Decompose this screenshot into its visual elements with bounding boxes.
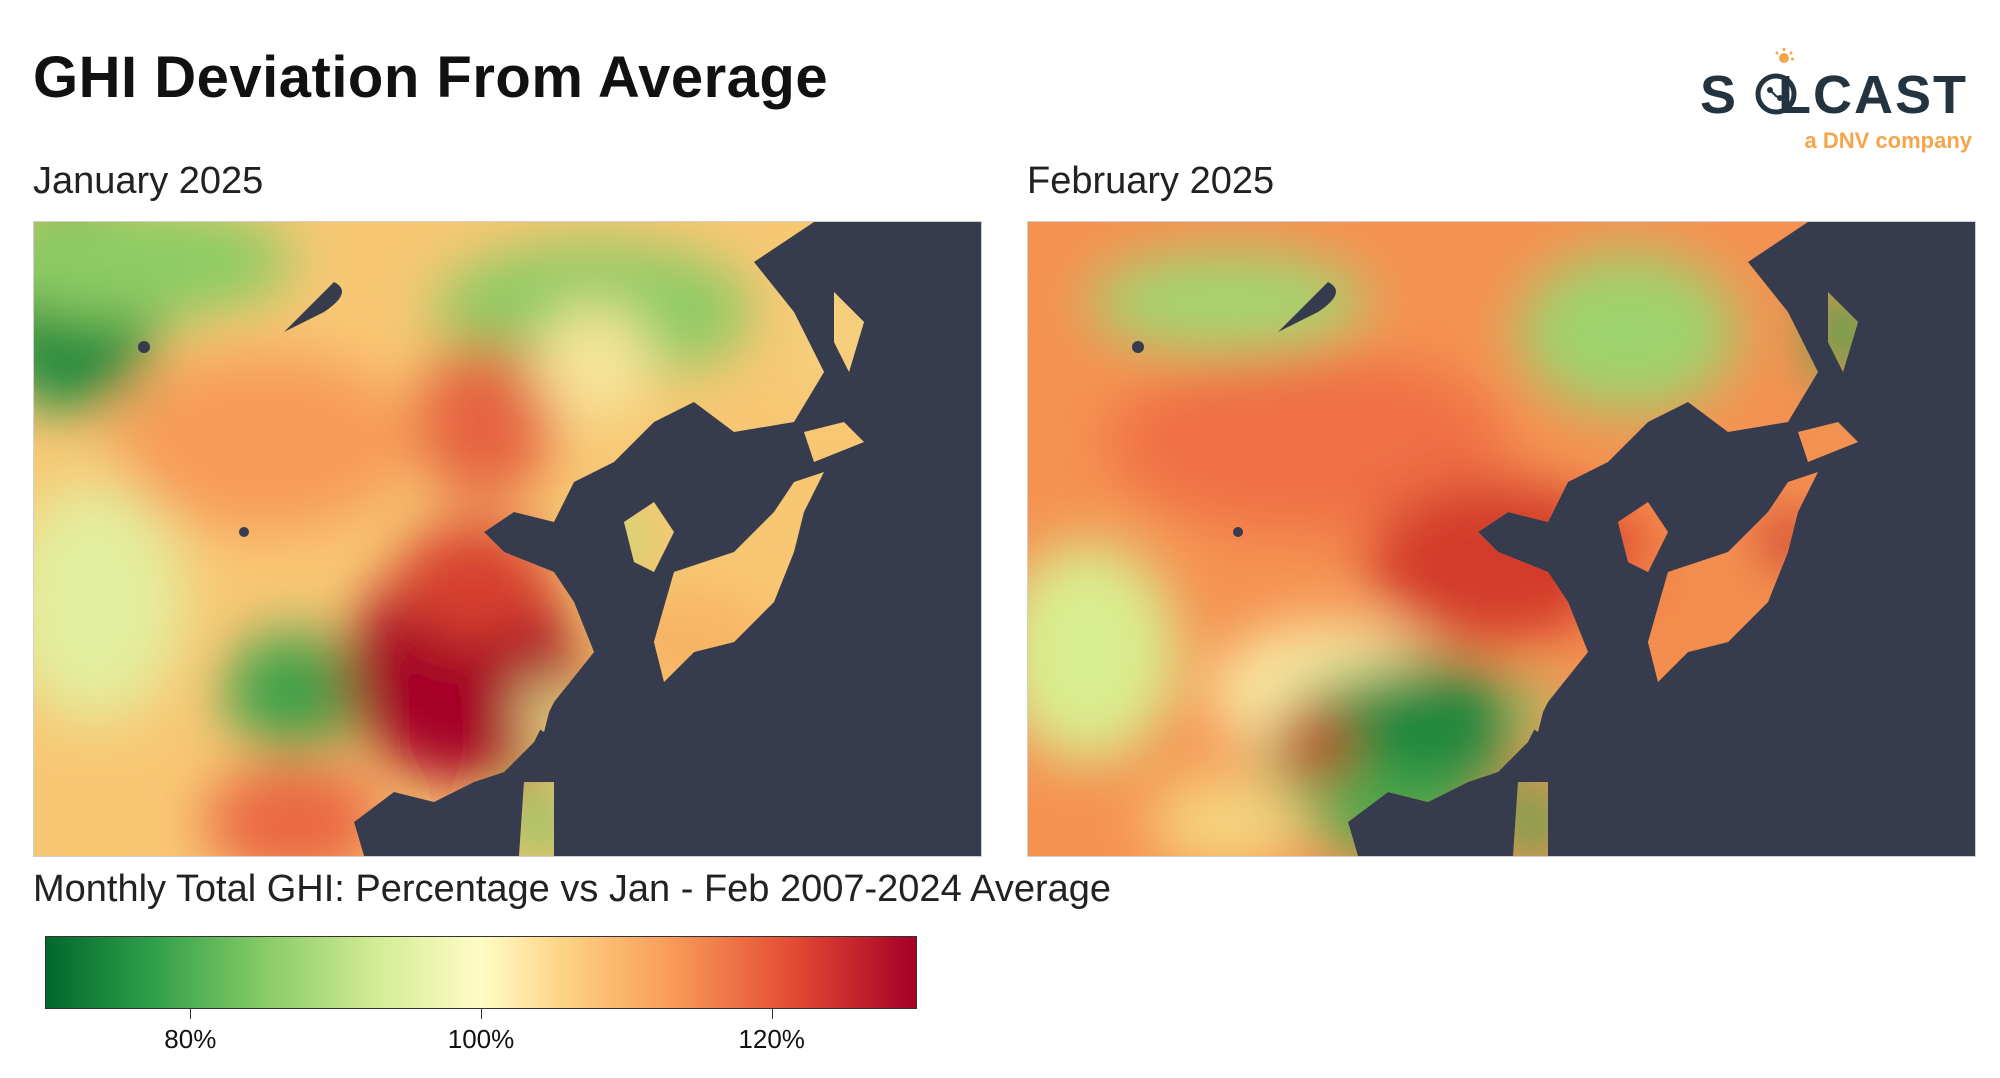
- sun-circuit-icon: [1755, 48, 1797, 115]
- february-ghi-map: [1027, 221, 1976, 857]
- january-ghi-map: [33, 221, 982, 857]
- colorbar-scale: [45, 936, 917, 1009]
- colorbar-tick-label: 80%: [164, 1024, 217, 1054]
- january-map-label: January 2025: [33, 160, 264, 202]
- logo-wordmark: S LCAST: [1700, 65, 1969, 125]
- solcast-logo: S LCAST a DNV company: [1700, 46, 1972, 156]
- colorbar-tick: [190, 1009, 192, 1019]
- colorbar-tick-label: 120%: [738, 1024, 805, 1054]
- colorbar-tick: [481, 1009, 482, 1019]
- colorbar-tick-label: 100%: [447, 1024, 515, 1054]
- page-title: GHI Deviation From Average: [33, 45, 829, 110]
- colorbar-tick: [771, 1009, 773, 1019]
- colorbar-title: Monthly Total GHI: Percentage vs Jan - F…: [33, 868, 1112, 910]
- february-map-label: February 2025: [1027, 160, 1275, 202]
- logo-tagline: a DNV company: [1804, 128, 1973, 153]
